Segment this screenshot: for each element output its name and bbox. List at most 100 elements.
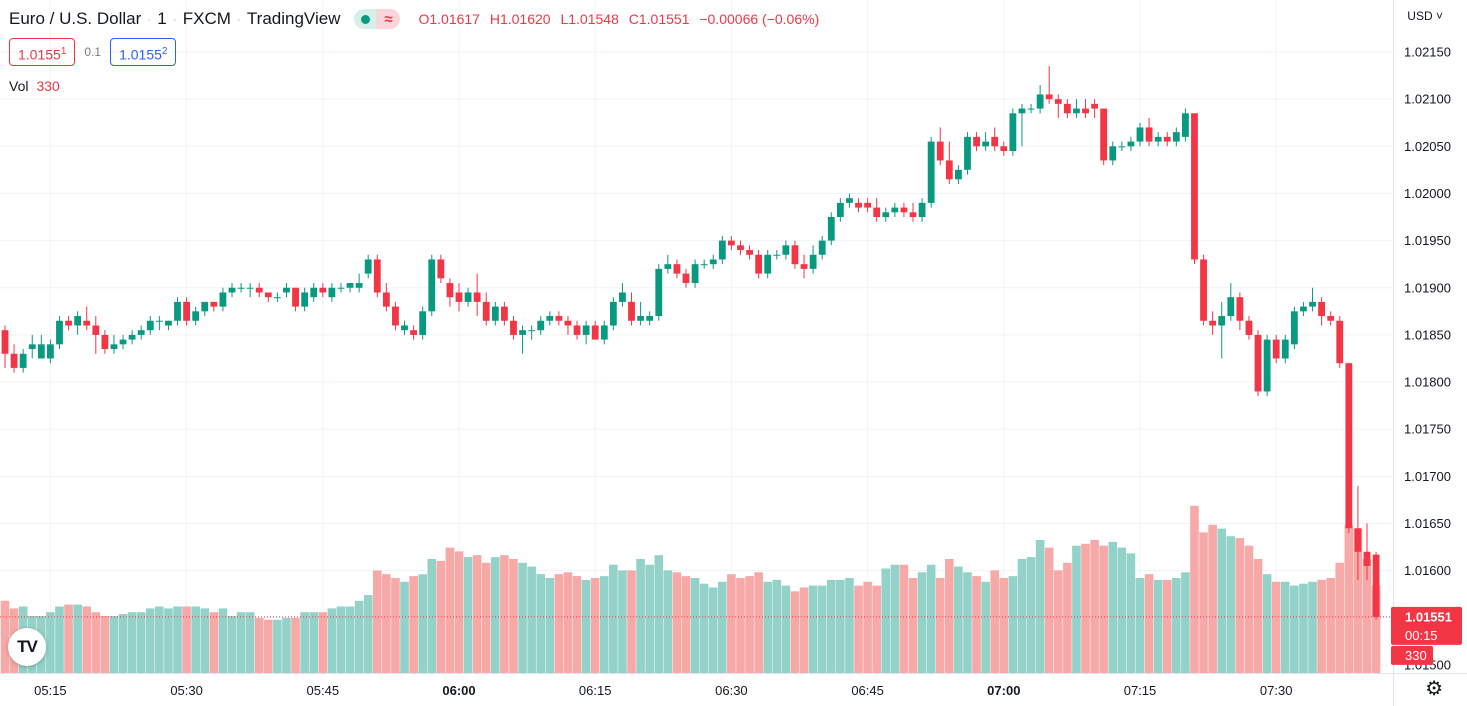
candle-body bbox=[473, 292, 481, 302]
symbol-name[interactable]: Euro / U.S. Dollar bbox=[9, 9, 142, 28]
candle-body bbox=[219, 292, 227, 307]
volume-bar bbox=[1353, 528, 1363, 673]
price-tick-label: 1.01800 bbox=[1404, 375, 1451, 390]
volume-bar bbox=[581, 579, 591, 673]
tradingview-logo-icon[interactable]: TV bbox=[8, 628, 46, 666]
volume-bar bbox=[273, 619, 282, 673]
ohlc-values: O1.01617 H1.01620 L1.01548 C1.01551 −0.0… bbox=[418, 11, 819, 27]
volume-bar bbox=[890, 564, 900, 673]
volume-label: Vol bbox=[9, 78, 29, 94]
candle-body bbox=[1336, 320, 1344, 364]
candle-body bbox=[700, 264, 708, 266]
candle-body bbox=[174, 301, 181, 321]
candle-body bbox=[201, 301, 209, 312]
volume-bar bbox=[82, 606, 92, 673]
candle-body bbox=[800, 264, 808, 269]
volume-bar bbox=[382, 574, 391, 673]
candle-body bbox=[355, 283, 363, 288]
volume-bar bbox=[100, 616, 110, 673]
candle-body bbox=[255, 287, 263, 293]
volume-bar bbox=[845, 578, 854, 673]
volume-bar bbox=[64, 604, 73, 673]
candle-body bbox=[737, 245, 744, 251]
volume-bars bbox=[0, 505, 1381, 673]
volume-bar bbox=[826, 579, 836, 673]
volume-bar bbox=[409, 576, 418, 673]
volume-bar bbox=[0, 600, 10, 673]
candle-body bbox=[110, 344, 118, 350]
volume-bar bbox=[599, 576, 609, 673]
market-open-icon[interactable] bbox=[354, 9, 377, 29]
interval-label[interactable]: 1 bbox=[157, 9, 167, 28]
volume-bar bbox=[908, 578, 918, 673]
volume-badge-text: 330 bbox=[1405, 648, 1427, 663]
market-status[interactable]: ≈ bbox=[354, 9, 401, 29]
candle-body bbox=[691, 264, 699, 284]
volume-bar bbox=[627, 570, 636, 673]
volume-bar bbox=[736, 578, 745, 673]
price-tick-label: 1.01650 bbox=[1404, 516, 1451, 531]
volume-bar bbox=[1371, 585, 1381, 673]
buy-button[interactable]: 1.01552 bbox=[110, 38, 177, 66]
volume-bar bbox=[1244, 545, 1254, 673]
candle-body bbox=[936, 141, 944, 161]
time-tick-label: 06:00 bbox=[442, 683, 475, 698]
candle-body bbox=[1018, 108, 1026, 114]
volume-bar bbox=[1217, 528, 1227, 673]
candle-body bbox=[1245, 320, 1253, 335]
candle-body bbox=[746, 250, 753, 255]
delayed-data-icon[interactable]: ≈ bbox=[376, 9, 401, 29]
volume-bar bbox=[55, 606, 64, 673]
volume-bar bbox=[590, 578, 600, 673]
volume-bar bbox=[173, 606, 182, 673]
candle-body bbox=[328, 287, 336, 298]
volume-bar bbox=[1108, 541, 1118, 673]
volume-bar bbox=[872, 585, 881, 673]
volume-bar bbox=[327, 608, 337, 673]
volume-bar bbox=[1208, 524, 1217, 673]
candle-body bbox=[274, 297, 281, 299]
volume-bar bbox=[109, 616, 119, 673]
candle-body bbox=[464, 292, 472, 302]
last-price-badge: 1.01551 00:15 330 bbox=[1391, 606, 1462, 665]
volume-bar bbox=[1199, 532, 1208, 673]
candle-body bbox=[655, 268, 663, 317]
gear-icon[interactable]: ⚙ bbox=[1425, 678, 1443, 700]
candle-body bbox=[873, 207, 881, 218]
candle-body bbox=[619, 292, 626, 302]
volume-bar bbox=[545, 578, 555, 673]
volume-bar bbox=[1335, 562, 1345, 673]
volume-bar bbox=[718, 581, 727, 673]
volume-bar bbox=[917, 572, 927, 673]
volume-bar bbox=[391, 578, 400, 673]
candle-body bbox=[210, 301, 218, 307]
candle-body bbox=[47, 344, 54, 359]
candle-body bbox=[918, 202, 926, 218]
volume-bar bbox=[1081, 543, 1090, 673]
volume-bar bbox=[945, 559, 954, 673]
candle-body bbox=[1182, 113, 1189, 137]
volume-legend[interactable]: Vol 330 bbox=[9, 78, 60, 94]
source-label: TradingView bbox=[246, 9, 341, 28]
low-value: L1.01548 bbox=[560, 11, 619, 27]
volume-bar bbox=[690, 578, 700, 673]
volume-bar bbox=[990, 570, 1000, 673]
candle-body bbox=[92, 325, 100, 335]
candle-body bbox=[519, 330, 526, 335]
volume-bar bbox=[1262, 574, 1272, 673]
volume-bar bbox=[1271, 581, 1281, 673]
candle-body bbox=[755, 254, 763, 274]
sell-button[interactable]: 1.01551 bbox=[9, 38, 76, 66]
volume-bar bbox=[899, 564, 909, 673]
candle-body bbox=[1154, 136, 1162, 142]
candle-body bbox=[600, 325, 608, 340]
volume-bar bbox=[926, 564, 936, 673]
candle-body bbox=[1036, 94, 1044, 109]
currency-selector[interactable]: USD ˅ bbox=[1407, 9, 1443, 23]
candle-body bbox=[346, 283, 354, 288]
close-value: C1.01551 bbox=[628, 11, 690, 27]
candle-body bbox=[709, 259, 717, 265]
volume-bar bbox=[436, 560, 446, 673]
volume-bar bbox=[563, 572, 573, 673]
